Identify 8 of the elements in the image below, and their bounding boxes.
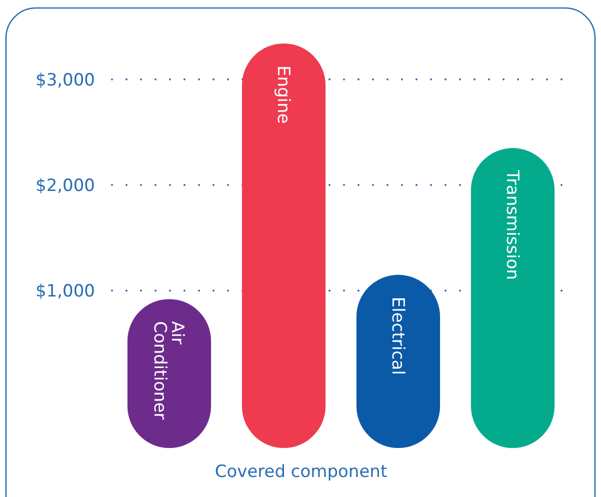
y-tick-label: $1,000 xyxy=(36,282,95,302)
y-tick-label: $2,000 xyxy=(36,176,95,196)
x-axis-title: Covered component xyxy=(214,462,388,482)
x-tick-label: Engine xyxy=(272,66,293,124)
y-tick-label: $3,000 xyxy=(36,70,95,90)
x-tick-label: Transmission xyxy=(502,169,522,280)
x-tick-label: Air Conditioner xyxy=(149,321,188,420)
x-tick-label: Electrical xyxy=(387,296,408,375)
